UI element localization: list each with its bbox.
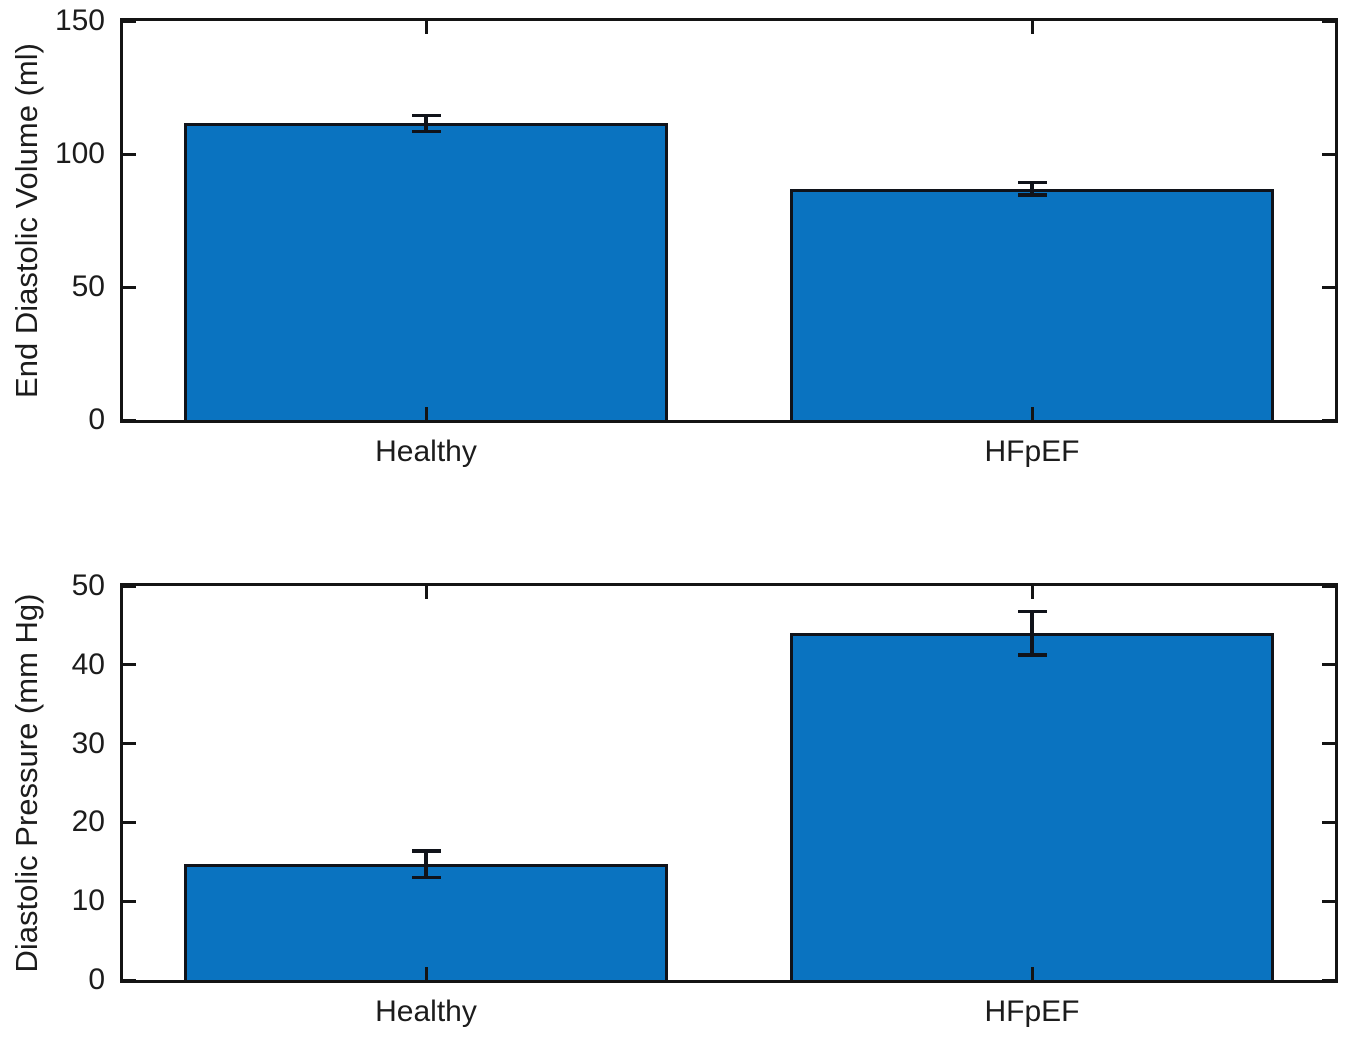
y-tick bbox=[123, 663, 136, 667]
x-tick bbox=[1030, 967, 1034, 980]
error-bar-cap-top bbox=[411, 113, 441, 118]
error-bar-cap-bottom bbox=[411, 129, 441, 134]
y-tick-mirror bbox=[1322, 285, 1335, 289]
y-tick bbox=[123, 418, 136, 422]
error-bar-cap-top bbox=[1017, 180, 1047, 185]
y-tick bbox=[123, 285, 136, 289]
y-tick-label: 100 bbox=[54, 137, 105, 170]
error-bar-cap-bottom bbox=[1017, 653, 1047, 657]
error-bar-cap-top bbox=[1017, 609, 1047, 614]
y-tick bbox=[123, 152, 136, 156]
error-bar bbox=[411, 849, 441, 880]
y-tick-label: 40 bbox=[71, 647, 105, 681]
y-tick-mirror bbox=[1322, 152, 1335, 156]
y-tick-label: 0 bbox=[88, 963, 105, 996]
plot-area-end-diastolic-volume: 0 50 100 150 Healthy HFpEF bbox=[55, 4, 1338, 468]
plot-area-diastolic-pressure: 0 10 20 30 40 50 Healthy HFpEF bbox=[72, 569, 1338, 1028]
error-bar bbox=[411, 113, 441, 134]
y-tick-label: 20 bbox=[71, 805, 105, 839]
y-tick-mirror bbox=[1322, 899, 1335, 903]
x-tick-top bbox=[1030, 21, 1034, 34]
error-bar-cap-bottom bbox=[411, 875, 441, 880]
y-tick bbox=[123, 742, 136, 746]
error-bar bbox=[1017, 609, 1047, 657]
error-bar-stem bbox=[1030, 609, 1034, 657]
y-tick bbox=[123, 820, 136, 824]
error-bar-stem bbox=[1030, 180, 1034, 197]
x-tick-label: HFpEF bbox=[984, 435, 1080, 468]
y-tick-label: 50 bbox=[71, 569, 105, 602]
y-tick-mirror bbox=[1322, 742, 1335, 746]
y-tick-label: 150 bbox=[54, 4, 105, 37]
x-tick bbox=[424, 967, 428, 980]
y-tick bbox=[123, 584, 136, 588]
y-tick-mirror bbox=[1322, 978, 1335, 982]
x-tick bbox=[1030, 407, 1034, 420]
y-axis-label-diastolic-pressure: Diastolic Pressure (mm Hg) bbox=[9, 593, 44, 973]
error-bar-cap-bottom bbox=[1017, 193, 1047, 197]
y-tick-label: 30 bbox=[71, 726, 105, 760]
y-tick-label: 10 bbox=[71, 884, 105, 918]
y-tick-mirror bbox=[1322, 663, 1335, 667]
x-tick-label: Healthy bbox=[375, 995, 477, 1028]
error-bar-stem bbox=[424, 113, 428, 134]
y-tick-mirror bbox=[1322, 418, 1335, 422]
y-tick bbox=[123, 899, 136, 903]
x-tick-top bbox=[424, 586, 428, 599]
y-tick-label: 0 bbox=[88, 403, 105, 436]
x-tick-label: Healthy bbox=[375, 435, 477, 468]
error-bar bbox=[1017, 180, 1047, 197]
y-axis-label-end-diastolic-volume: End Diastolic Volume (ml) bbox=[9, 43, 44, 398]
error-bar-cap-top bbox=[411, 849, 441, 853]
y-tick-mirror bbox=[1322, 820, 1335, 824]
y-tick-mirror bbox=[1322, 584, 1335, 588]
y-tick-label: 50 bbox=[71, 270, 105, 303]
x-tick-top bbox=[1030, 586, 1034, 599]
x-tick-top bbox=[424, 21, 428, 34]
bar-healthy bbox=[183, 864, 669, 980]
y-tick-mirror bbox=[1322, 19, 1335, 23]
x-tick bbox=[424, 407, 428, 420]
error-bar-stem bbox=[424, 849, 428, 880]
y-tick bbox=[123, 19, 136, 23]
bar-healthy bbox=[183, 123, 669, 420]
bar-hfpef bbox=[789, 633, 1275, 980]
y-tick bbox=[123, 978, 136, 982]
x-tick-label: HFpEF bbox=[984, 995, 1080, 1028]
bar-hfpef bbox=[789, 188, 1275, 420]
